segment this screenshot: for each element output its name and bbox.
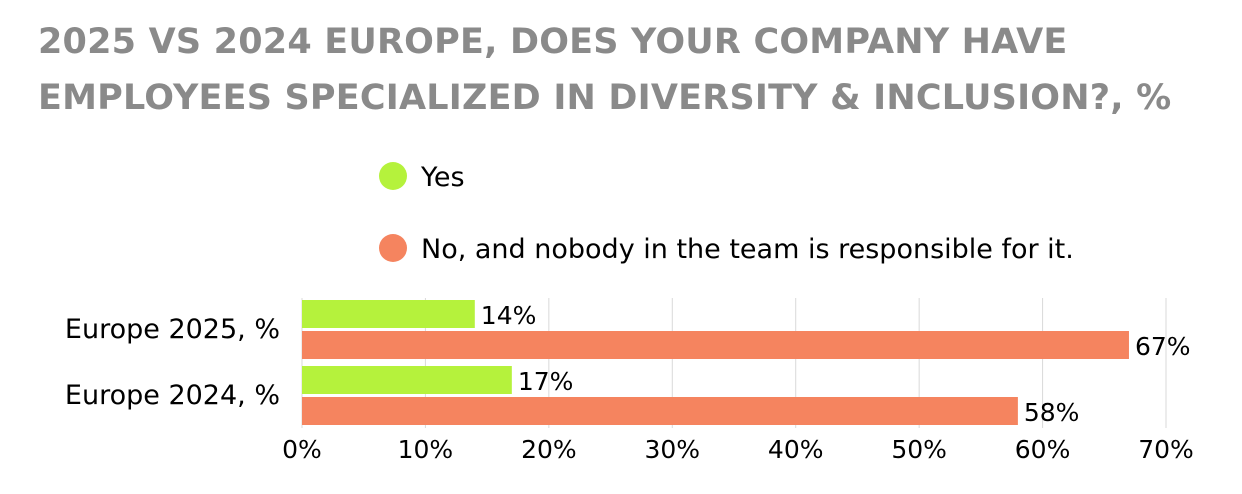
data-label: 14% <box>481 301 537 330</box>
data-labels: 14% 67% 17% 58% <box>481 301 1191 427</box>
x-tick-label: 60% <box>1015 435 1071 464</box>
data-label: 58% <box>1024 398 1080 427</box>
bar <box>302 300 475 328</box>
x-tick-label: 20% <box>521 435 577 464</box>
bar <box>302 397 1018 425</box>
category-labels: Europe 2025, % Europe 2024, % <box>65 314 280 411</box>
legend-label: Yes <box>420 162 465 193</box>
x-tick-label: 50% <box>891 435 947 464</box>
x-axis-ticks: 0% 10% 20% 30% 40% 50% 60% 70% <box>282 435 1194 464</box>
x-tick-label: 40% <box>768 435 824 464</box>
x-tick-label: 70% <box>1138 435 1194 464</box>
data-label: 17% <box>518 367 574 396</box>
bar <box>302 331 1129 359</box>
legend-marker <box>379 162 407 190</box>
category-label: Europe 2024, % <box>65 380 280 411</box>
x-tick-label: 30% <box>644 435 700 464</box>
x-tick-label: 10% <box>398 435 454 464</box>
bars <box>302 300 1129 425</box>
data-label: 67% <box>1135 332 1191 361</box>
legend: Yes No, and nobody in the team is respons… <box>379 162 1074 265</box>
chart-title: 2025 VS 2024 EUROPE, DOES YOUR COMPANY H… <box>38 22 1172 118</box>
category-label: Europe 2025, % <box>65 314 280 345</box>
bar <box>302 366 512 394</box>
legend-marker <box>379 234 407 262</box>
x-tick-label: 0% <box>282 435 322 464</box>
legend-label: No, and nobody in the team is responsibl… <box>421 234 1074 265</box>
